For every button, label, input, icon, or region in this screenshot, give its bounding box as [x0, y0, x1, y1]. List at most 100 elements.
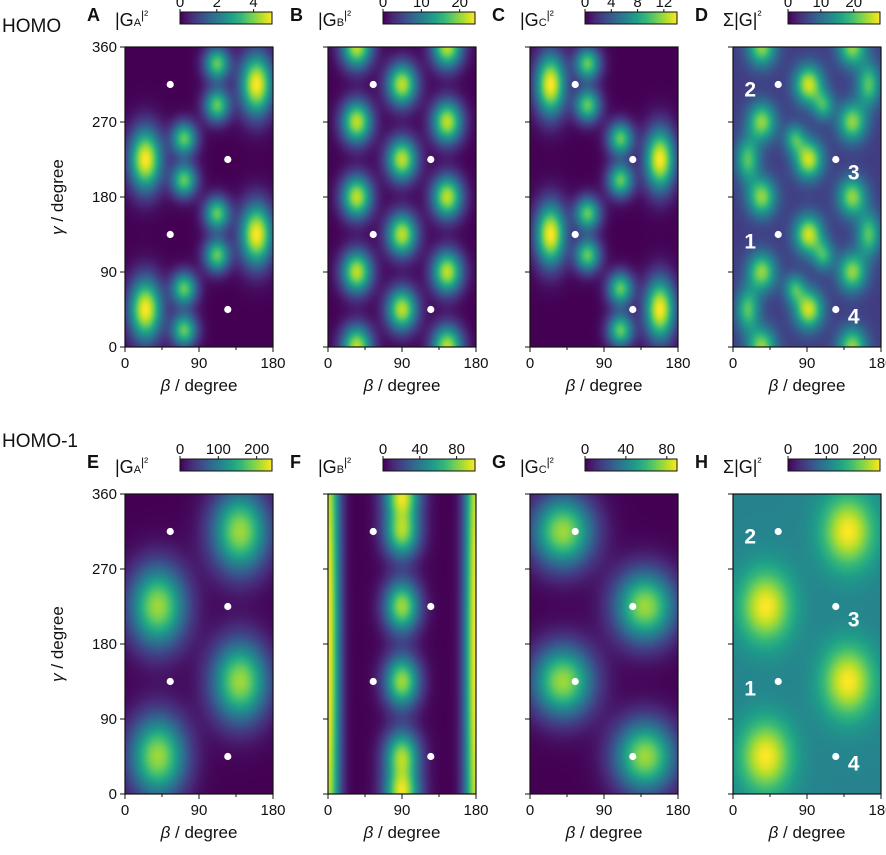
colorbar-tick-label: 0 — [379, 0, 387, 11]
geometry-point — [224, 155, 232, 164]
geometry-point — [166, 80, 174, 89]
colorbar-tick-label: 80 — [448, 441, 465, 458]
panel-b: B |GB|² 0 10 20 0 90 180 β / degree — [290, 0, 489, 395]
colorbar — [584, 458, 678, 472]
colorbar — [382, 458, 476, 472]
panel-letter: H — [695, 452, 708, 472]
colorbar-tick-label: 0 — [581, 441, 589, 458]
geometry-point — [224, 752, 232, 761]
x-axis-label: β / degree — [363, 823, 441, 842]
geometry-point — [369, 80, 377, 89]
x-tick-label: 0 — [729, 355, 737, 372]
panel-letter: F — [290, 452, 301, 472]
y-tick-label: 270 — [92, 114, 117, 131]
colorbar-tick-label: 10 — [413, 0, 430, 11]
colorbar-title: |GB|² — [318, 8, 351, 30]
x-tick-label: 180 — [260, 355, 285, 372]
colorbar — [787, 11, 881, 25]
y-tick-label: 360 — [92, 486, 117, 503]
colorbar-title: |GA|² — [115, 8, 148, 30]
y-tick-label: 0 — [109, 786, 117, 803]
colorbar-tick-label: 0 — [176, 0, 184, 11]
geometry-point — [571, 677, 579, 686]
x-axis-label: β / degree — [160, 823, 238, 842]
panel-letter: G — [492, 452, 506, 472]
geometry-point — [166, 230, 174, 239]
panel-f: F |GB|² 0 40 80 0 90 180 β / degree — [290, 441, 489, 842]
point-label: 4 — [848, 753, 860, 776]
point-label: 1 — [744, 678, 756, 701]
x-tick-label: 0 — [121, 802, 129, 819]
colorbar-tick-label: 0 — [379, 441, 387, 458]
y-tick-label: 180 — [92, 636, 117, 653]
colorbar-tick-label: 2 — [213, 0, 221, 11]
geometry-point — [166, 677, 174, 686]
geometry-point — [369, 677, 377, 686]
x-tick-label: 0 — [121, 355, 129, 372]
geometry-point — [629, 752, 637, 761]
x-tick-label: 0 — [324, 802, 332, 819]
panel-h: H Σ|G|² 0 100 200 0 90 180 β / degree 2 3 1 4 — [695, 441, 886, 842]
colorbar-title: Σ|G|² — [723, 8, 761, 30]
heatmap — [328, 494, 476, 794]
colorbar-title: |GB|² — [318, 455, 351, 477]
colorbar-tick-label: 80 — [658, 441, 675, 458]
heatmap — [328, 47, 476, 347]
y-tick-label: 90 — [100, 264, 117, 281]
panel-letter: C — [492, 5, 505, 25]
y-tick-label: 360 — [92, 39, 117, 56]
colorbar-title: Σ|G|² — [723, 455, 761, 477]
colorbar-tick-label: 100 — [814, 441, 839, 458]
geometry-point — [224, 602, 232, 611]
colorbar-tick-label: 10 — [813, 0, 830, 11]
geometry-point — [774, 230, 782, 239]
heatmap — [733, 47, 881, 347]
colorbar-tick-label: 12 — [656, 0, 673, 11]
colorbar — [382, 11, 476, 25]
point-label: 3 — [848, 162, 860, 185]
y-tick-label: 180 — [92, 189, 117, 206]
point-label: 1 — [744, 231, 756, 254]
geometry-point — [427, 155, 435, 164]
x-tick-label: 0 — [526, 355, 534, 372]
colorbar-title: |GA|² — [115, 455, 148, 477]
geometry-point — [629, 155, 637, 164]
x-axis-label: β / degree — [768, 823, 846, 842]
heatmap — [530, 494, 678, 794]
geometry-point — [774, 80, 782, 89]
y-axis-label: γ / degree — [48, 159, 67, 235]
y-tick-label: 270 — [92, 561, 117, 578]
geometry-point — [832, 305, 840, 314]
colorbar-tick-label: 200 — [244, 441, 269, 458]
geometry-point — [427, 305, 435, 314]
heatmap — [125, 494, 273, 794]
geometry-point — [629, 305, 637, 314]
point-label: 2 — [744, 79, 756, 102]
colorbar-tick-label: 0 — [784, 441, 792, 458]
colorbar-tick-label: 4 — [607, 0, 615, 11]
colorbar — [179, 458, 273, 472]
colorbar-tick-label: 0 — [176, 441, 184, 458]
panel-d: D Σ|G|² 0 10 20 0 90 180 β / degree 2 3 1 4 — [695, 0, 886, 395]
geometry-point — [369, 230, 377, 239]
geometry-point — [571, 80, 579, 89]
colorbar-title: |GC|² — [520, 8, 554, 30]
geometry-point — [571, 527, 579, 536]
geometry-point — [224, 305, 232, 314]
y-tick-label: 90 — [100, 711, 117, 728]
heatmap — [125, 47, 273, 347]
geometry-point — [571, 230, 579, 239]
x-tick-label: 0 — [729, 802, 737, 819]
colorbar-tick-label: 0 — [581, 0, 589, 11]
colorbar-tick-label: 40 — [411, 441, 428, 458]
y-tick-label: 0 — [109, 339, 117, 356]
panel-a: A |GA|² 0 2 4 0 90 180 0 90 180 270 360 β / degree γ /… — [48, 0, 286, 395]
colorbar-tick-label: 0 — [784, 0, 792, 11]
row-label-homo: HOMO — [2, 16, 61, 37]
x-tick-label: 90 — [596, 802, 613, 819]
point-label: 4 — [848, 306, 860, 329]
row-label-homo-1: HOMO-1 — [2, 431, 78, 452]
y-axis-label: γ / degree — [48, 606, 67, 682]
